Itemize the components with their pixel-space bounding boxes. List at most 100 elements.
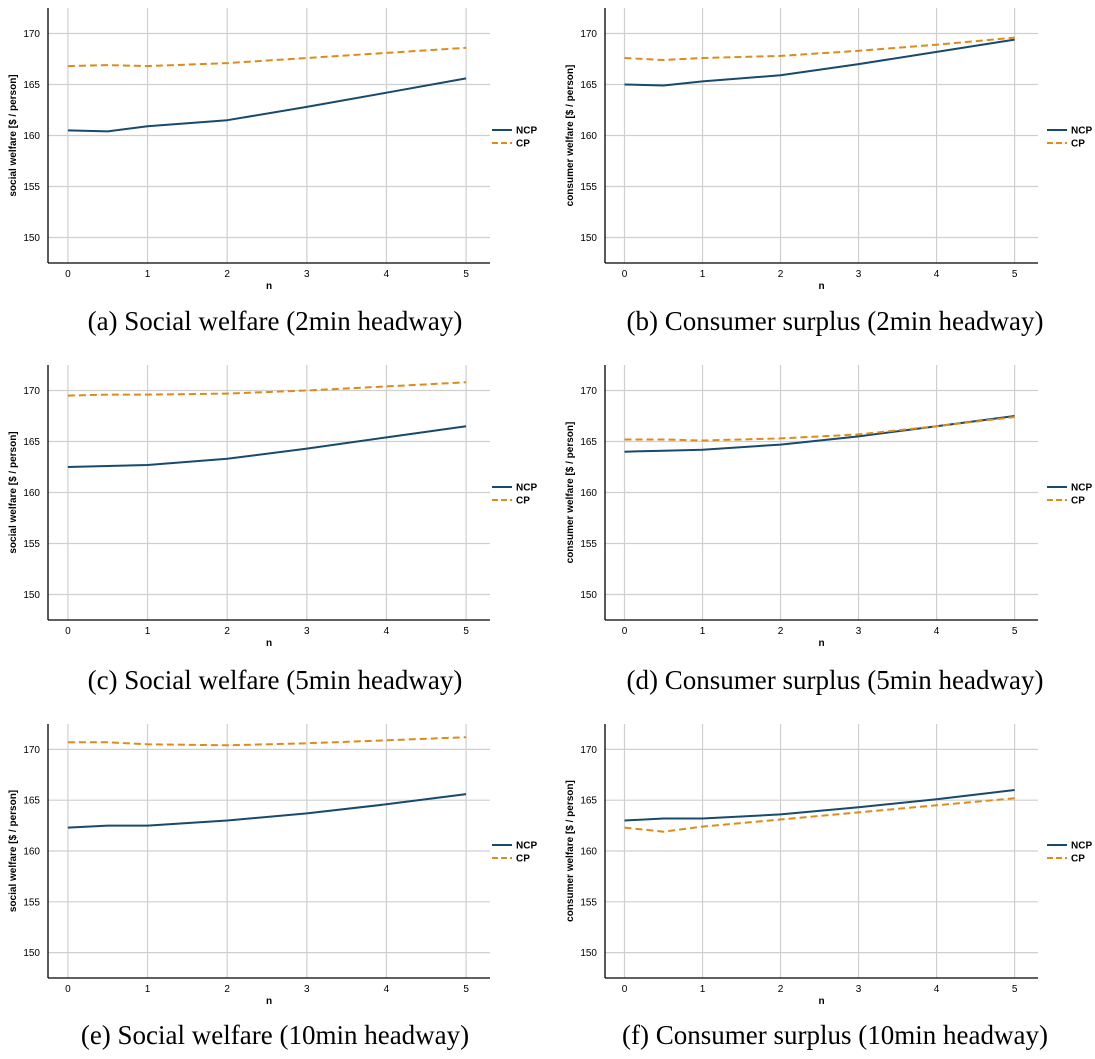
y-axis-label: social welfare [$ / person]	[8, 431, 19, 553]
chart-panel-d: 0 1 2 3 4 5 150 155 160 165 170 n consumer welfare […	[555, 357, 1095, 657]
x-tick-label: 2	[224, 269, 230, 280]
x-tick-label: 2	[224, 626, 230, 637]
caption-c: (c) Social welfare (5min headway)	[87, 665, 463, 695]
chart-a-svg: 0 1 2 3 4 5 150 155 160 165 170 n social welfare [$ …	[8, 8, 537, 292]
x-axis-label: n	[818, 996, 824, 1007]
legend-label-cp: CP	[516, 496, 530, 507]
y-tick-label: 165	[23, 80, 40, 91]
y-tick-label: 160	[23, 131, 40, 142]
x-tick-label: 0	[65, 626, 71, 637]
series-line-ncp	[624, 415, 1015, 453]
x-tick-label: 0	[65, 984, 71, 995]
series-line-cp	[624, 36, 1015, 61]
x-tick-label: 2	[224, 984, 230, 995]
legend-label-cp: CP	[1071, 496, 1085, 507]
legend-label-ncp: NCP	[1071, 126, 1092, 137]
series-line-cp	[67, 46, 467, 68]
x-tick-label: 5	[1012, 626, 1018, 637]
legend-label-ncp: NCP	[1071, 841, 1092, 852]
series-line-cp	[624, 416, 1015, 442]
y-tick-label: 155	[23, 539, 40, 550]
x-tick-label: 5	[1012, 984, 1018, 995]
y-tick-label: 155	[580, 539, 597, 550]
caption-b: (b) Consumer surplus (2min headway)	[626, 306, 1044, 336]
x-tick-label: 2	[778, 984, 784, 995]
y-tick-label: 165	[23, 796, 40, 807]
chart-b-svg: 0 1 2 3 4 5 150 155 160 165 170 n consumer welfare […	[565, 8, 1092, 292]
y-tick-label: 150	[23, 233, 40, 244]
x-tick-label: 1	[145, 626, 151, 637]
series-line-ncp	[624, 38, 1015, 87]
chart-panel-c: 0 1 2 3 4 5 150 155 160 165 170 n social welfare [$ …	[0, 357, 545, 657]
y-tick-label: 160	[580, 847, 597, 858]
x-tick-label: 4	[934, 984, 940, 995]
x-tick-label: 1	[700, 984, 706, 995]
caption-e: (e) Social welfare (10min headway)	[80, 1020, 470, 1050]
caption-f: (f) Consumer surplus (10min headway)	[622, 1020, 1048, 1050]
y-tick-label: 170	[580, 386, 597, 397]
x-tick-label: 0	[622, 984, 628, 995]
y-axis-label: social welfare [$ / person]	[8, 74, 19, 196]
y-tick-label: 150	[23, 590, 40, 601]
x-tick-label: 0	[622, 269, 628, 280]
x-tick-label: 1	[145, 984, 151, 995]
y-tick-label: 170	[23, 29, 40, 40]
x-tick-label: 3	[856, 984, 862, 995]
y-tick-label: 160	[23, 488, 40, 499]
x-tick-label: 5	[463, 626, 469, 637]
x-tick-label: 3	[304, 269, 310, 280]
x-axis-label: n	[818, 281, 824, 292]
x-tick-label: 3	[856, 269, 862, 280]
x-tick-label: 5	[1012, 269, 1018, 280]
legend-label-ncp: NCP	[516, 126, 537, 137]
chart-e-svg: 0 1 2 3 4 5 150 155 160 165 170 n social welfare [$ …	[8, 724, 537, 1007]
series-line-ncp	[67, 793, 467, 829]
x-axis-label: n	[266, 638, 272, 649]
y-axis-label: consumer welfare [$ / person]	[565, 422, 576, 564]
x-tick-label: 5	[463, 984, 469, 995]
x-tick-label: 4	[384, 626, 390, 637]
y-tick-label: 155	[580, 182, 597, 193]
x-axis-label: n	[266, 996, 272, 1007]
series-line-cp	[67, 736, 467, 747]
legend-label-cp: CP	[1071, 139, 1085, 150]
x-tick-label: 5	[463, 269, 469, 280]
x-tick-label: 2	[778, 626, 784, 637]
y-tick-label: 170	[23, 745, 40, 756]
x-tick-label: 4	[384, 269, 390, 280]
y-tick-label: 160	[23, 847, 40, 858]
x-tick-label: 1	[145, 269, 151, 280]
y-tick-label: 160	[580, 131, 597, 142]
legend-label-cp: CP	[516, 139, 530, 150]
chart-panel-b: 0 1 2 3 4 5 150 155 160 165 170 n consumer welfare […	[555, 0, 1095, 300]
x-tick-label: 4	[934, 626, 940, 637]
caption-a: (a) Social welfare (2min headway)	[87, 306, 463, 336]
x-tick-label: 3	[304, 984, 310, 995]
series-line-ncp	[67, 425, 467, 468]
caption-d: (d) Consumer surplus (5min headway)	[626, 665, 1044, 695]
x-tick-label: 1	[700, 626, 706, 637]
y-tick-label: 150	[580, 948, 597, 959]
legend-label-ncp: NCP	[516, 483, 537, 494]
legend-label-cp: CP	[1071, 854, 1085, 865]
series-line-cp	[67, 381, 467, 397]
chart-d-svg: 0 1 2 3 4 5 150 155 160 165 170 n consumer welfare […	[565, 365, 1092, 649]
y-tick-label: 165	[23, 437, 40, 448]
chart-panel-e: 0 1 2 3 4 5 150 155 160 165 170 n social welfare [$ …	[0, 714, 545, 1014]
legend-label-cp: CP	[516, 854, 530, 865]
chart-panel-f: 0 1 2 3 4 5 150 155 160 165 170 n consumer welfare […	[555, 714, 1095, 1014]
series-line-ncp	[67, 77, 467, 133]
y-tick-label: 165	[580, 437, 597, 448]
legend-label-ncp: NCP	[1071, 483, 1092, 494]
y-tick-label: 165	[580, 80, 597, 91]
y-tick-label: 165	[580, 796, 597, 807]
x-tick-label: 3	[856, 626, 862, 637]
x-tick-label: 4	[384, 984, 390, 995]
y-tick-label: 155	[23, 182, 40, 193]
series-line-cp	[624, 797, 1015, 833]
x-tick-label: 2	[778, 269, 784, 280]
y-tick-label: 170	[23, 386, 40, 397]
y-tick-label: 150	[580, 590, 597, 601]
x-tick-label: 1	[700, 269, 706, 280]
x-tick-label: 4	[934, 269, 940, 280]
